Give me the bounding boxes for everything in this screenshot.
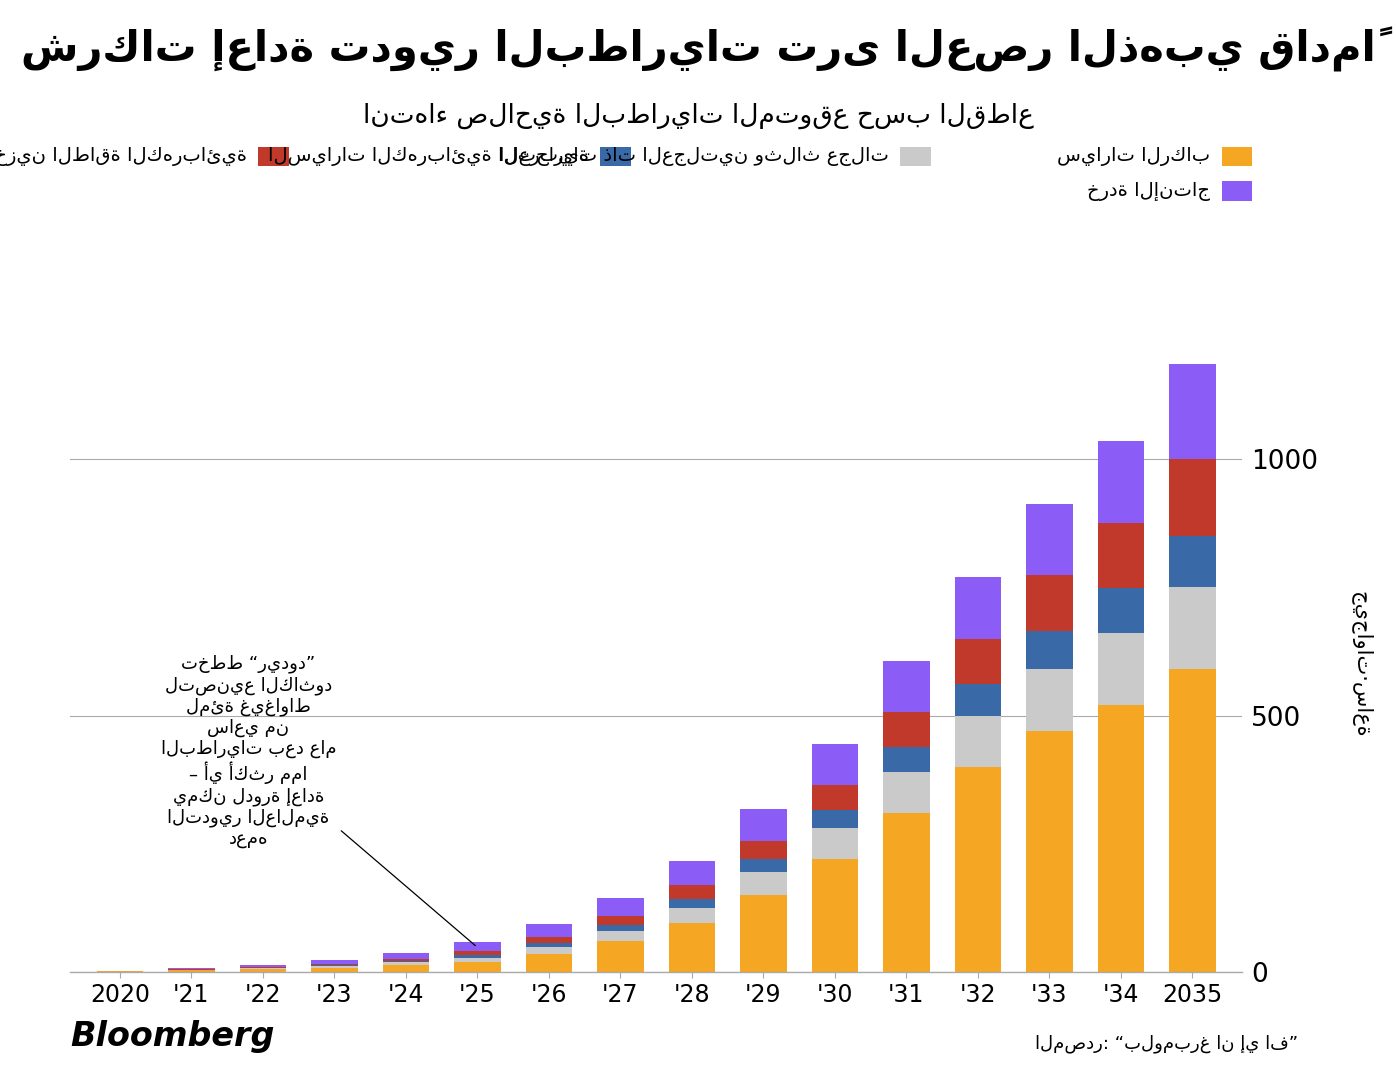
Bar	[454, 958, 501, 961]
Bar	[240, 970, 286, 972]
Bar	[811, 828, 859, 860]
Bar	[383, 961, 429, 962]
Bar	[884, 813, 930, 972]
Text: تخطط “ريدود”
لتصنيع الكاثود
لمئة غيغاواط
ساعي من
البطاريات بعد عام
– أي أكثر مما: تخطط “ريدود” لتصنيع الكاثود لمئة غيغاواط…	[161, 654, 475, 946]
Bar	[1097, 705, 1145, 972]
Bar	[454, 955, 501, 958]
Bar	[1170, 364, 1216, 459]
Bar	[526, 954, 572, 972]
Bar	[454, 942, 501, 951]
Text: المصدر: “بلومبرغ ان إي اف”: المصدر: “بلومبرغ ان إي اف”	[1036, 1035, 1298, 1053]
Bar	[669, 899, 715, 908]
Bar	[884, 713, 930, 747]
Bar	[811, 785, 859, 810]
Bar	[955, 684, 1001, 715]
Bar	[669, 886, 715, 899]
Text: تخزين الطاقة الكهربائية: تخزين الطاقة الكهربائية	[0, 147, 247, 166]
Text: انتهاء صلاحية البطاريات المتوقع حسب القطاع: انتهاء صلاحية البطاريات المتوقع حسب القط…	[363, 103, 1033, 129]
Text: العربيات ذات العجلتين وثلاث عجلات: العربيات ذات العجلتين وثلاث عجلات	[500, 147, 889, 166]
Bar	[811, 744, 859, 785]
Bar	[955, 767, 1001, 972]
Bar	[240, 966, 286, 967]
Bar	[740, 872, 786, 895]
Bar	[454, 961, 501, 972]
Bar	[1026, 731, 1072, 972]
Bar	[955, 638, 1001, 684]
Bar	[311, 964, 357, 966]
Bar	[1170, 588, 1216, 670]
Bar	[1170, 670, 1216, 972]
Text: شركات إعادة تدوير البطاريات ترى العصر الذهبي قادماً: شركات إعادة تدوير البطاريات ترى العصر ال…	[21, 27, 1375, 72]
Bar	[1170, 536, 1216, 588]
Bar	[597, 941, 644, 972]
Text: خردة الإنتاج: خردة الإنتاج	[1087, 181, 1210, 201]
Bar	[526, 943, 572, 947]
Bar	[1097, 441, 1145, 523]
Bar	[669, 861, 715, 886]
Bar	[597, 931, 644, 941]
Bar	[740, 895, 786, 972]
Bar	[884, 772, 930, 813]
Bar	[311, 968, 357, 972]
Bar	[597, 916, 644, 924]
Text: سيارات الركاب: سيارات الركاب	[1057, 147, 1210, 166]
Bar	[1097, 633, 1145, 705]
Bar	[454, 951, 501, 955]
Bar	[383, 959, 429, 961]
Bar	[955, 715, 1001, 767]
Bar	[740, 860, 786, 872]
Bar	[526, 947, 572, 954]
Bar	[383, 962, 429, 964]
Bar	[740, 809, 786, 840]
Text: Bloomberg: Bloomberg	[70, 1020, 274, 1053]
Bar	[383, 964, 429, 972]
Bar	[1170, 459, 1216, 536]
Bar	[311, 960, 357, 964]
Bar	[311, 967, 357, 968]
Bar	[740, 840, 786, 860]
Bar	[884, 747, 930, 772]
Bar	[1026, 670, 1072, 731]
Bar	[1026, 576, 1072, 631]
Bar	[811, 810, 859, 828]
Bar	[597, 924, 644, 931]
Bar	[669, 908, 715, 923]
Bar	[955, 577, 1001, 638]
Text: جيجاوات·ساعة: جيجاوات·ساعة	[1350, 591, 1372, 738]
Bar	[383, 953, 429, 959]
Bar	[1097, 523, 1145, 589]
Bar	[1026, 503, 1072, 576]
Bar	[1026, 631, 1072, 670]
Bar	[168, 971, 215, 972]
Text: السيارات الكهربائية التجارية: السيارات الكهربائية التجارية	[268, 147, 589, 166]
Bar	[526, 924, 572, 937]
Bar	[884, 661, 930, 713]
Bar	[597, 897, 644, 916]
Bar	[811, 860, 859, 972]
Bar	[669, 923, 715, 972]
Bar	[1097, 589, 1145, 633]
Bar	[526, 937, 572, 943]
